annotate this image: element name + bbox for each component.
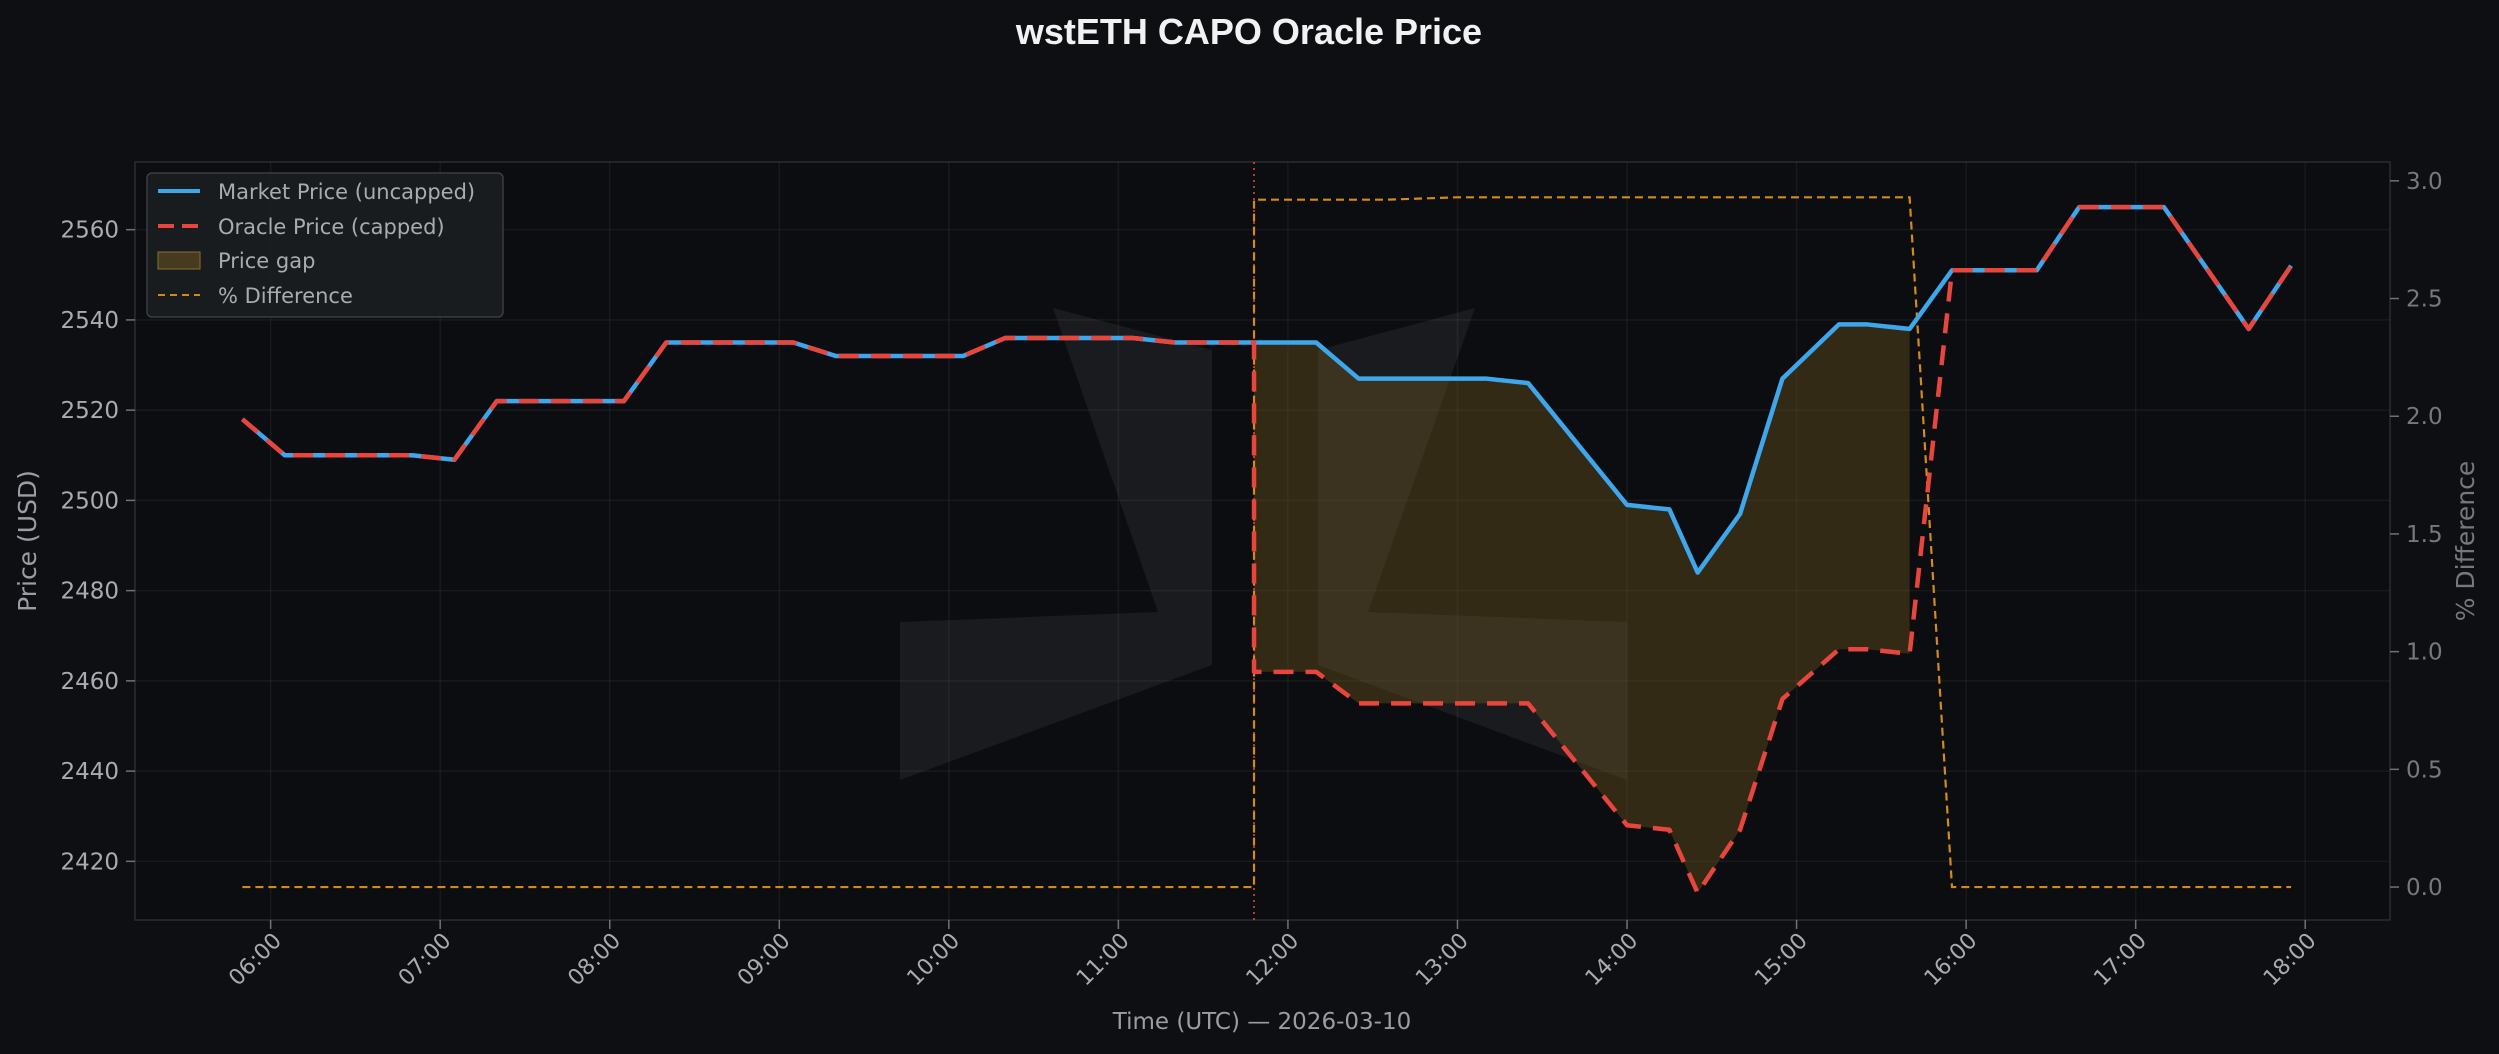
series-lines (240, 162, 2293, 920)
legend-label-gap: Price gap (218, 249, 315, 273)
plot-area (134, 161, 2391, 921)
x-tick-label: 07:00 (394, 929, 457, 992)
price-gap-fill (1254, 324, 1910, 893)
y-tick-label: 2480 (60, 579, 119, 605)
x-tick-label: 17:00 (2089, 929, 2152, 992)
y2-tick-label: 2.5 (2406, 287, 2443, 313)
y2-tick-label: 1.0 (2406, 640, 2443, 666)
legend-label-pct: % Difference (218, 284, 353, 308)
x-tick-label: 15:00 (1750, 929, 1813, 992)
y-tick-label: 2520 (60, 398, 119, 424)
y-tick-label: 2420 (60, 849, 119, 875)
y-tick-label: 2540 (60, 308, 119, 334)
legend-label-market: Market Price (uncapped) (218, 180, 475, 204)
y-tick-label: 2560 (60, 218, 119, 244)
x-tick-label: 08:00 (563, 929, 626, 992)
y2-axis-label: % Difference (2451, 461, 2480, 622)
legend-label-oracle: Oracle Price (capped) (218, 215, 445, 239)
y-axis-label: Price (USD) (13, 470, 42, 612)
x-tick-label: 18:00 (2259, 929, 2322, 992)
y2-tick-label: 3.0 (2406, 169, 2443, 195)
x-tick-label: 06:00 (224, 929, 287, 992)
watermark-logo-icon (900, 308, 1627, 780)
oracle-price-line (240, 204, 2293, 896)
price-gap-area (1254, 324, 1910, 893)
y-tick-label: 2500 (60, 488, 119, 514)
legend-swatch-gap (157, 251, 201, 270)
y-tick-label: 2460 (60, 669, 119, 695)
y2-tick-label: 0.5 (2406, 757, 2443, 783)
x-tick-label: 12:00 (1242, 929, 1305, 992)
x-tick-label: 13:00 (1411, 929, 1474, 992)
grid-lines (135, 162, 2390, 920)
legend: Market Price (uncapped) Oracle Price (ca… (146, 172, 504, 318)
x-tick-label: 11:00 (1072, 929, 1135, 992)
y2-tick-label: 2.0 (2406, 404, 2443, 430)
x-axis-label: Time (UTC) — 2026-03-10 (1112, 1009, 1411, 1035)
x-tick-label: 14:00 (1581, 929, 1644, 992)
y2-tick-label: 0.0 (2406, 875, 2443, 901)
legend-box (146, 172, 504, 318)
y2-tick-label: 1.5 (2406, 522, 2443, 548)
x-tick-label: 10:00 (903, 929, 966, 992)
x-tick-label: 16:00 (1920, 929, 1983, 992)
x-tick-label: 09:00 (733, 929, 796, 992)
y-tick-label: 2440 (60, 759, 119, 785)
pct-difference-line (242, 196, 2292, 889)
chart-title: wstETH CAPO Oracle Price (1015, 11, 1482, 52)
